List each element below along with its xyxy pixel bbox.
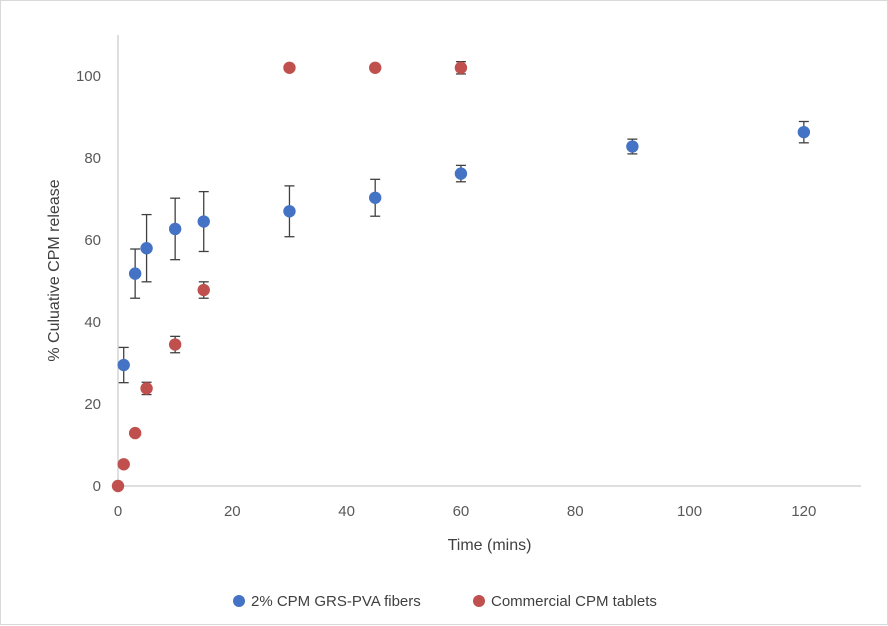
- axes: [117, 35, 861, 487]
- x-tick-label: 20: [224, 503, 241, 520]
- y-axis-title: % Culuative CPM release: [46, 179, 63, 361]
- data-point-fibers: [797, 125, 811, 139]
- data-point-fibers: [140, 242, 153, 255]
- data-point-fibers: [626, 140, 639, 153]
- y-tick-label: 80: [84, 150, 101, 167]
- y-tick-label: 20: [84, 396, 101, 413]
- error-bars: [118, 61, 809, 396]
- data-point-fibers: [168, 222, 182, 236]
- data-point-tablets: [283, 61, 296, 74]
- legend-marker-tablets: [473, 595, 485, 607]
- data-point-fibers: [117, 358, 130, 372]
- data-point-tablets: [197, 283, 210, 297]
- data-point-tablets: [368, 61, 382, 74]
- x-tick-label: 60: [453, 503, 470, 520]
- x-tick-label: 100: [677, 503, 702, 520]
- data-point-fibers: [454, 167, 468, 180]
- y-tick-label: 0: [93, 478, 101, 495]
- legend-label-tablets: Commercial CPM tablets: [491, 593, 657, 610]
- x-tick-label: 120: [791, 503, 816, 520]
- x-tick-label: 80: [567, 503, 584, 520]
- data-points: [111, 61, 811, 493]
- data-point-tablets: [168, 338, 182, 351]
- legend-label-fibers: 2% CPM GRS-PVA fibers: [251, 593, 421, 610]
- data-point-fibers: [197, 215, 210, 228]
- data-point-tablets: [140, 382, 153, 395]
- data-point-fibers: [283, 205, 296, 218]
- data-point-tablets: [111, 479, 125, 493]
- y-tick-labels: 0 20 40 60 80 100: [76, 68, 101, 495]
- x-tick-label: 40: [338, 503, 355, 520]
- legend: 2% CPM GRS-PVA fibers Commercial CPM tab…: [233, 593, 657, 610]
- data-point-tablets: [454, 61, 468, 74]
- y-tick-label: 100: [76, 68, 101, 85]
- data-point-tablets: [117, 458, 130, 471]
- x-tick-labels: 0 20 40 60 80 100 120: [114, 503, 817, 520]
- data-point-fibers: [128, 267, 142, 280]
- legend-marker-fibers: [233, 595, 245, 607]
- x-tick-label: 0: [114, 503, 122, 520]
- data-point-fibers: [368, 191, 382, 204]
- data-point-tablets: [128, 426, 142, 440]
- x-axis-title: Time (mins): [448, 537, 532, 554]
- y-tick-label: 40: [84, 314, 101, 331]
- y-tick-label: 60: [84, 232, 101, 249]
